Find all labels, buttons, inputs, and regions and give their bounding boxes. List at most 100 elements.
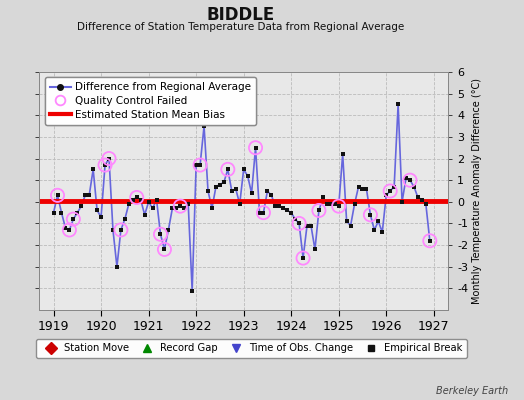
Point (307, 222, 315, 229)
Point (259, 210, 268, 216)
Point (85, 192, 93, 198)
Point (299, 255, 307, 261)
Point (374, 218, 383, 224)
Point (212, 184, 220, 190)
Point (192, 162, 200, 168)
Point (406, 177, 414, 183)
Point (65, 227, 73, 233)
Point (160, 246, 169, 253)
Point (343, 218, 351, 224)
Point (172, 205, 181, 212)
Point (252, 144, 260, 151)
Point (354, 184, 363, 190)
Point (279, 205, 288, 212)
Point (49, 210, 58, 216)
Point (220, 179, 228, 186)
Point (227, 188, 236, 194)
Y-axis label: Monthly Temperature Anomaly Difference (°C): Monthly Temperature Anomaly Difference (… (472, 78, 482, 304)
Point (196, 162, 204, 168)
Point (188, 287, 196, 294)
Point (283, 207, 291, 214)
Point (303, 222, 311, 229)
Point (128, 196, 137, 203)
Point (425, 238, 434, 244)
Point (255, 210, 264, 216)
Point (148, 205, 157, 212)
Point (418, 196, 426, 203)
Point (291, 216, 299, 222)
Point (216, 181, 224, 188)
Point (117, 227, 125, 233)
Point (156, 231, 165, 238)
Point (136, 196, 145, 203)
Point (378, 229, 387, 235)
Point (113, 264, 121, 270)
Point (57, 210, 66, 216)
Point (184, 201, 192, 207)
Point (125, 201, 133, 207)
Point (224, 166, 232, 172)
Point (334, 203, 343, 209)
Point (410, 184, 418, 190)
Point (252, 144, 260, 151)
Point (105, 155, 113, 162)
Point (366, 212, 375, 218)
Point (133, 194, 141, 201)
Point (425, 238, 434, 244)
Point (295, 220, 303, 227)
Point (315, 207, 323, 214)
Point (140, 212, 149, 218)
Point (287, 210, 296, 216)
Point (235, 201, 244, 207)
Point (244, 173, 252, 179)
Point (402, 175, 410, 181)
Point (93, 207, 101, 214)
Point (390, 184, 398, 190)
Point (176, 203, 184, 209)
Point (101, 162, 109, 168)
Point (133, 194, 141, 201)
Point (259, 210, 268, 216)
Point (334, 203, 343, 209)
Point (53, 192, 62, 198)
Point (331, 201, 339, 207)
Point (295, 220, 303, 227)
Point (73, 210, 82, 216)
Point (156, 231, 165, 238)
Point (394, 101, 402, 108)
Point (239, 166, 248, 172)
Point (89, 166, 97, 172)
Point (69, 216, 78, 222)
Point (97, 214, 105, 220)
Point (299, 255, 307, 261)
Point (176, 203, 184, 209)
Text: Berkeley Earth: Berkeley Earth (436, 386, 508, 396)
Point (366, 212, 375, 218)
Point (200, 123, 208, 129)
Point (69, 216, 78, 222)
Point (247, 190, 256, 196)
Point (362, 186, 370, 192)
Point (382, 192, 390, 198)
Point (311, 246, 319, 253)
Point (406, 177, 414, 183)
Point (414, 194, 422, 201)
Point (275, 203, 283, 209)
Point (65, 227, 73, 233)
Point (386, 188, 395, 194)
Legend: Station Move, Record Gap, Time of Obs. Change, Empirical Break: Station Move, Record Gap, Time of Obs. C… (36, 338, 467, 358)
Point (224, 166, 232, 172)
Point (271, 203, 279, 209)
Point (315, 207, 323, 214)
Point (164, 227, 172, 233)
Point (105, 155, 113, 162)
Point (339, 151, 347, 158)
Point (351, 201, 359, 207)
Text: BIDDLE: BIDDLE (207, 6, 275, 24)
Point (168, 205, 177, 212)
Point (101, 162, 109, 168)
Point (267, 192, 276, 198)
Point (81, 192, 90, 198)
Legend: Difference from Regional Average, Quality Control Failed, Estimated Station Mean: Difference from Regional Average, Qualit… (45, 77, 256, 125)
Text: Difference of Station Temperature Data from Regional Average: Difference of Station Temperature Data f… (78, 22, 405, 32)
